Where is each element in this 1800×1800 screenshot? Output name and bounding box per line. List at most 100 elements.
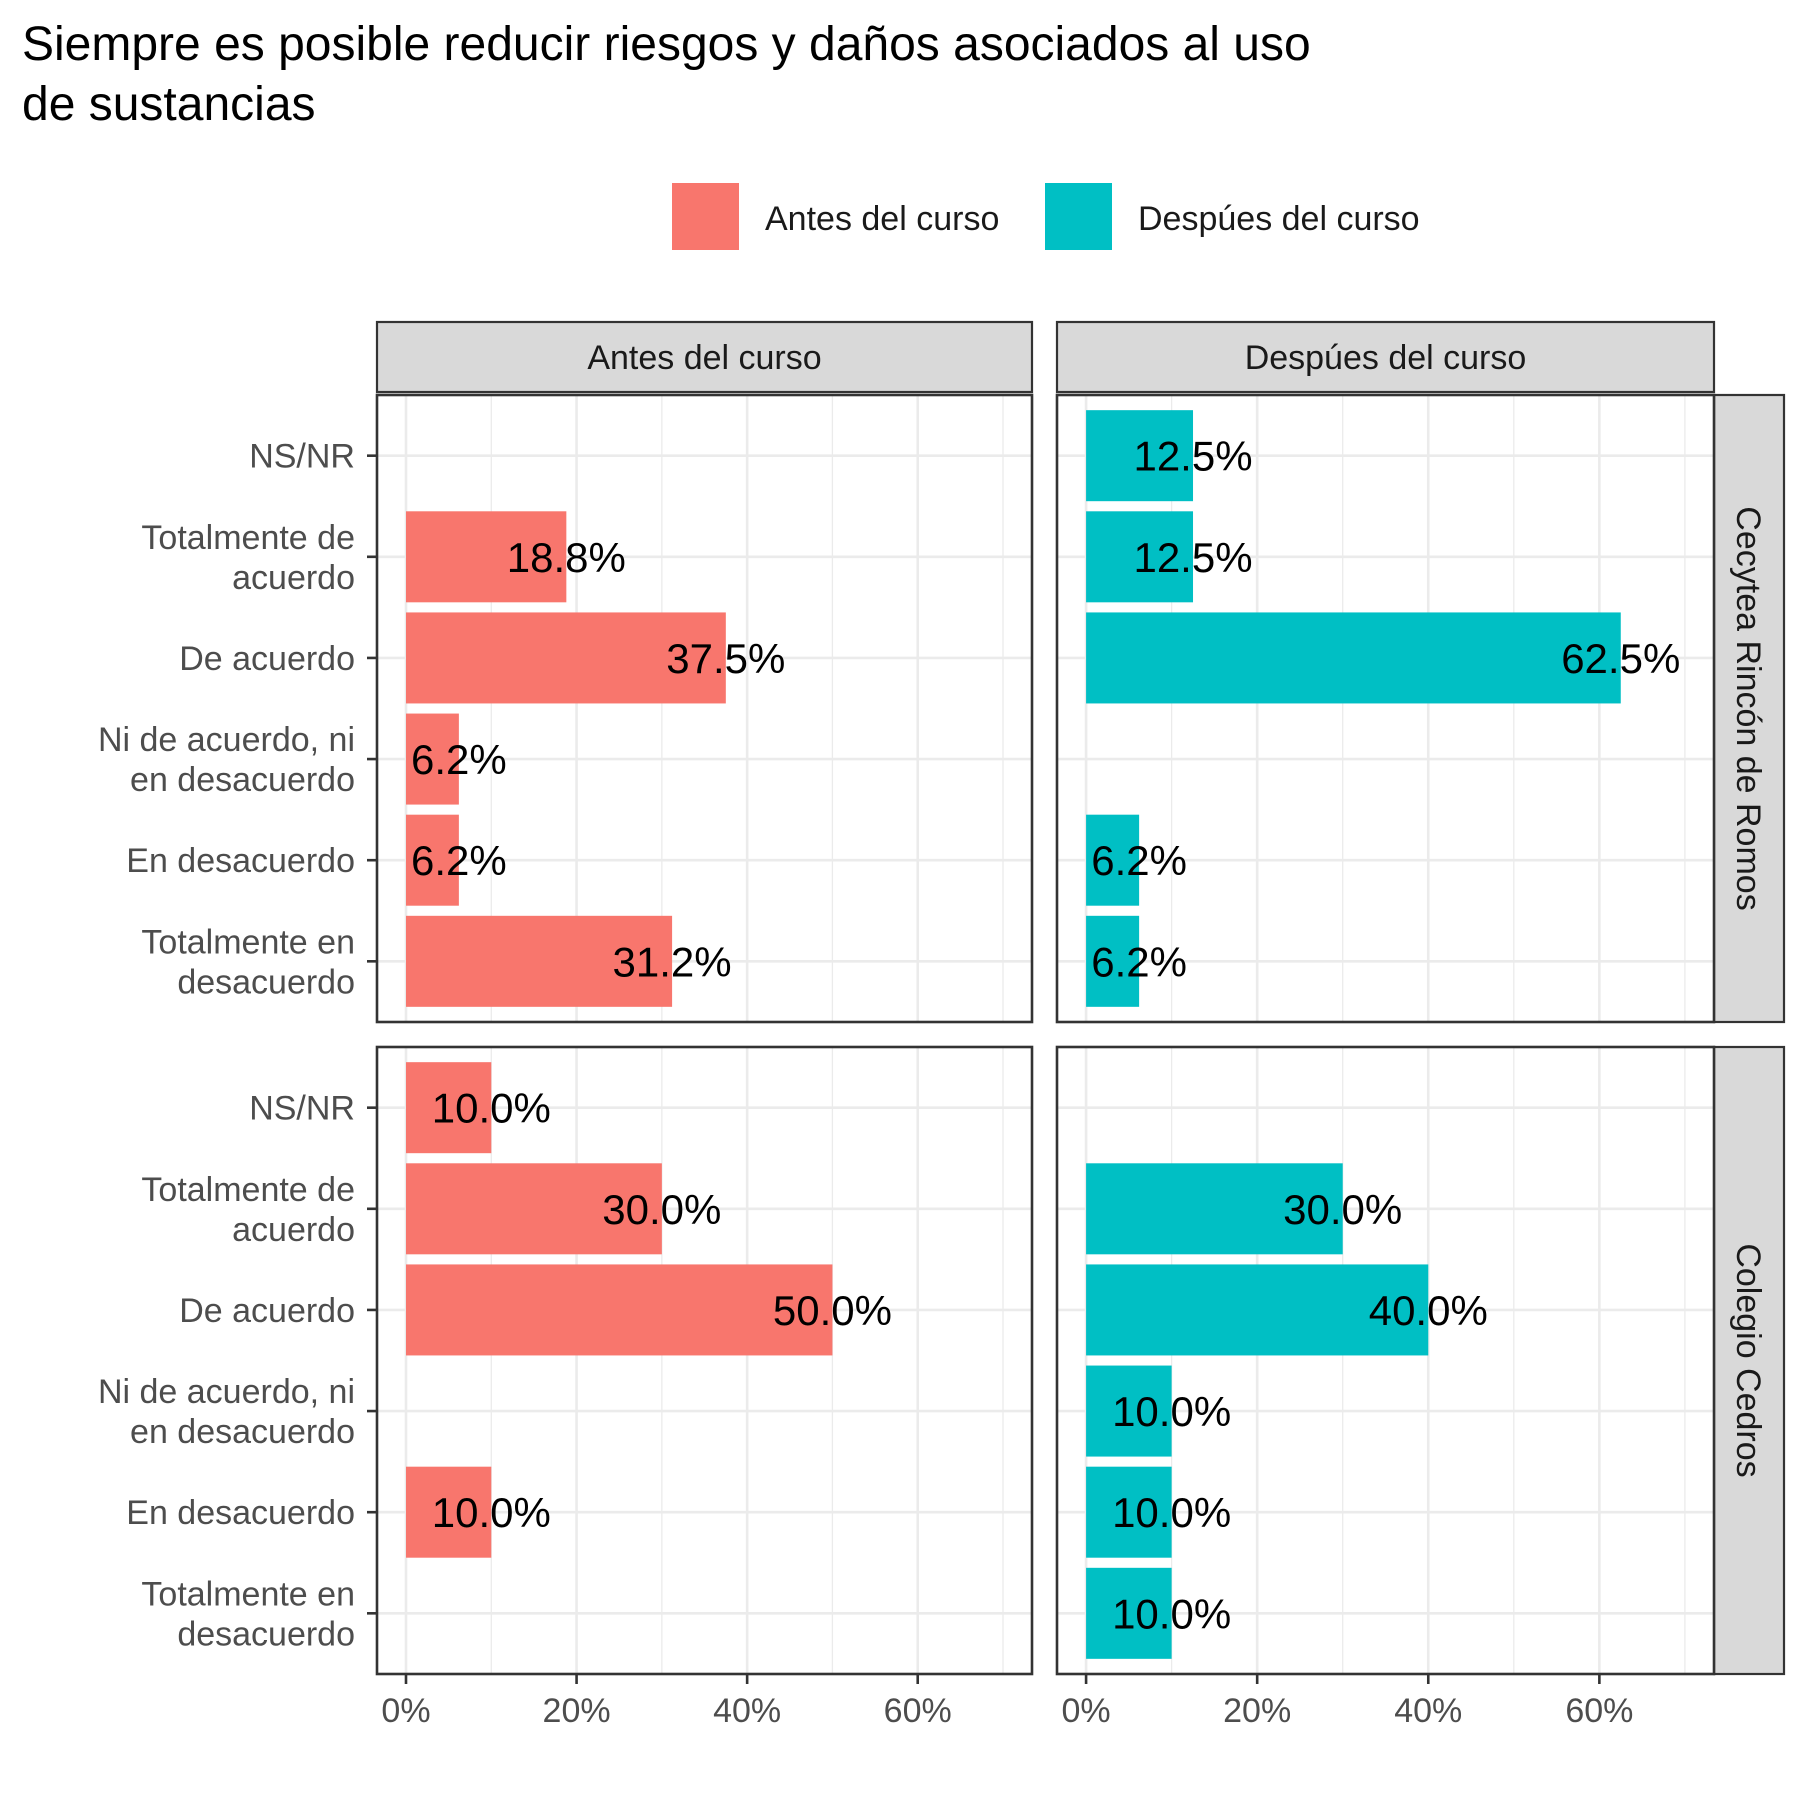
bar-value-label: 10.0% — [432, 1489, 551, 1536]
bar-value-label: 62.5% — [1561, 635, 1680, 682]
bar — [405, 1163, 662, 1255]
y-tick-label: NS/NR — [249, 1090, 355, 1128]
bar-value-label: 12.5% — [1133, 534, 1252, 581]
x-tick-label: 40% — [713, 1692, 781, 1730]
bar-value-label: 37.5% — [666, 635, 785, 682]
y-tick-label-line: acuerdo — [232, 1211, 355, 1249]
y-tick-label-line: desacuerdo — [177, 963, 355, 1001]
bar — [1086, 410, 1194, 502]
facet-strip-row: Colegio Cedros — [1712, 1045, 1786, 1676]
legend-key-despues — [1045, 183, 1112, 250]
strip-background — [1712, 1045, 1786, 1676]
y-tick-label-line: Totalmente en — [141, 1575, 355, 1613]
y-tick-label: En desacuerdo — [126, 842, 355, 880]
y-tick-label-line: NS/NR — [249, 1090, 355, 1128]
y-tick-label-line: acuerdo — [232, 559, 355, 597]
bar — [405, 1062, 492, 1154]
bar — [1086, 814, 1140, 906]
panel-border — [1055, 1045, 1716, 1676]
x-tick-label: 20% — [543, 1692, 611, 1730]
facet-panel: 10.0% 30.0% 50.0% 10.0% — [375, 1045, 1034, 1676]
bar — [405, 814, 459, 906]
strip-label: Antes del curso — [587, 339, 821, 377]
facet-strip-column: Despúes del curso — [1055, 320, 1716, 394]
bar-value-label: 6.2% — [1091, 938, 1187, 985]
panel-border — [375, 1045, 1034, 1676]
chart-title-line: Siempre es posible reducir riesgos y dañ… — [22, 18, 1311, 71]
bar-value-label: 10.0% — [432, 1085, 551, 1132]
facet-strip-row: Cecytea Rincón de Romos — [1712, 393, 1786, 1024]
bar-value-label: 50.0% — [773, 1287, 892, 1334]
bar — [1086, 1466, 1172, 1558]
bar-value-label: 31.2% — [613, 938, 732, 985]
y-tick-label-line: NS/NR — [249, 438, 355, 476]
bar — [1086, 1365, 1172, 1457]
y-tick-label-line: En desacuerdo — [126, 1494, 355, 1532]
bar-value-label: 10.0% — [1112, 1388, 1231, 1435]
y-tick-label: En desacuerdo — [126, 1494, 355, 1532]
bar-value-label: 10.0% — [1112, 1590, 1231, 1637]
legend: Antes del curso Despúes del curso — [672, 183, 1420, 250]
y-tick-label-line: desacuerdo — [177, 1615, 355, 1653]
x-tick-label: 20% — [1223, 1692, 1291, 1730]
y-tick-label: NS/NR — [249, 438, 355, 476]
y-tick-label-line: Totalmente de — [141, 1171, 355, 1209]
y-tick-label-line: Ni de acuerdo, ni — [98, 721, 355, 759]
x-tick-label: 60% — [884, 1692, 952, 1730]
strip-label: Despúes del curso — [1245, 339, 1527, 377]
bar — [1086, 1567, 1172, 1659]
bar — [1086, 915, 1140, 1007]
bar — [1086, 1163, 1343, 1255]
bar-value-label: 12.5% — [1133, 433, 1252, 480]
panel-border — [1055, 393, 1716, 1024]
y-tick-label: De acuerdo — [179, 1292, 355, 1330]
plot-area: Antes del curso Despúes del curso Cecytea … — [98, 320, 1786, 1730]
bar — [405, 1264, 833, 1356]
y-tick-label-line: De acuerdo — [179, 1292, 355, 1330]
strip-label: Colegio Cedros — [1729, 1243, 1767, 1477]
y-tick-label-line: en desacuerdo — [130, 761, 355, 799]
facet-panel: 18.8% 37.5% 6.2% 6.2% 31.2% — [375, 393, 1034, 1024]
x-tick-label: 0% — [381, 1692, 430, 1730]
y-tick-label-line: De acuerdo — [179, 640, 355, 678]
bar-value-label: 6.2% — [411, 736, 507, 783]
bar-value-label: 18.8% — [507, 534, 626, 581]
legend-key-antes — [672, 183, 739, 250]
bar — [405, 511, 567, 603]
bar — [1086, 1264, 1429, 1356]
bar — [405, 915, 673, 1007]
bar-value-label: 6.2% — [1091, 837, 1187, 884]
bar — [1086, 511, 1194, 603]
bar-value-label: 30.0% — [1283, 1186, 1402, 1233]
legend-label-antes: Antes del curso — [765, 200, 999, 238]
bar — [405, 612, 726, 704]
y-tick-label-line: Totalmente de — [141, 519, 355, 557]
y-tick-label-line: Totalmente en — [141, 923, 355, 961]
strip-background — [375, 320, 1034, 394]
bar — [405, 1466, 492, 1558]
x-tick-label: 40% — [1394, 1692, 1462, 1730]
y-tick-label-line: en desacuerdo — [130, 1413, 355, 1451]
x-tick-label: 0% — [1062, 1692, 1111, 1730]
chart-title: Siempre es posible reducir riesgos y dañ… — [22, 18, 1311, 131]
chart-title-line: de sustancias — [22, 78, 316, 131]
x-tick-label: 60% — [1565, 1692, 1633, 1730]
y-tick-label: De acuerdo — [179, 640, 355, 678]
facet-strip-column: Antes del curso — [375, 320, 1034, 394]
legend-label-despues: Despúes del curso — [1138, 200, 1420, 238]
strip-background — [1055, 320, 1716, 394]
bar-value-label: 6.2% — [411, 837, 507, 884]
bar — [1086, 612, 1621, 704]
facet-panel: 30.0% 40.0% 10.0% 10.0% 10.0% — [1055, 1045, 1716, 1676]
bar-value-label: 40.0% — [1369, 1287, 1488, 1334]
y-tick-label-line: Ni de acuerdo, ni — [98, 1373, 355, 1411]
bar-value-label: 30.0% — [602, 1186, 721, 1233]
bar — [405, 713, 459, 805]
bar-value-label: 10.0% — [1112, 1489, 1231, 1536]
panel-border — [375, 393, 1034, 1024]
